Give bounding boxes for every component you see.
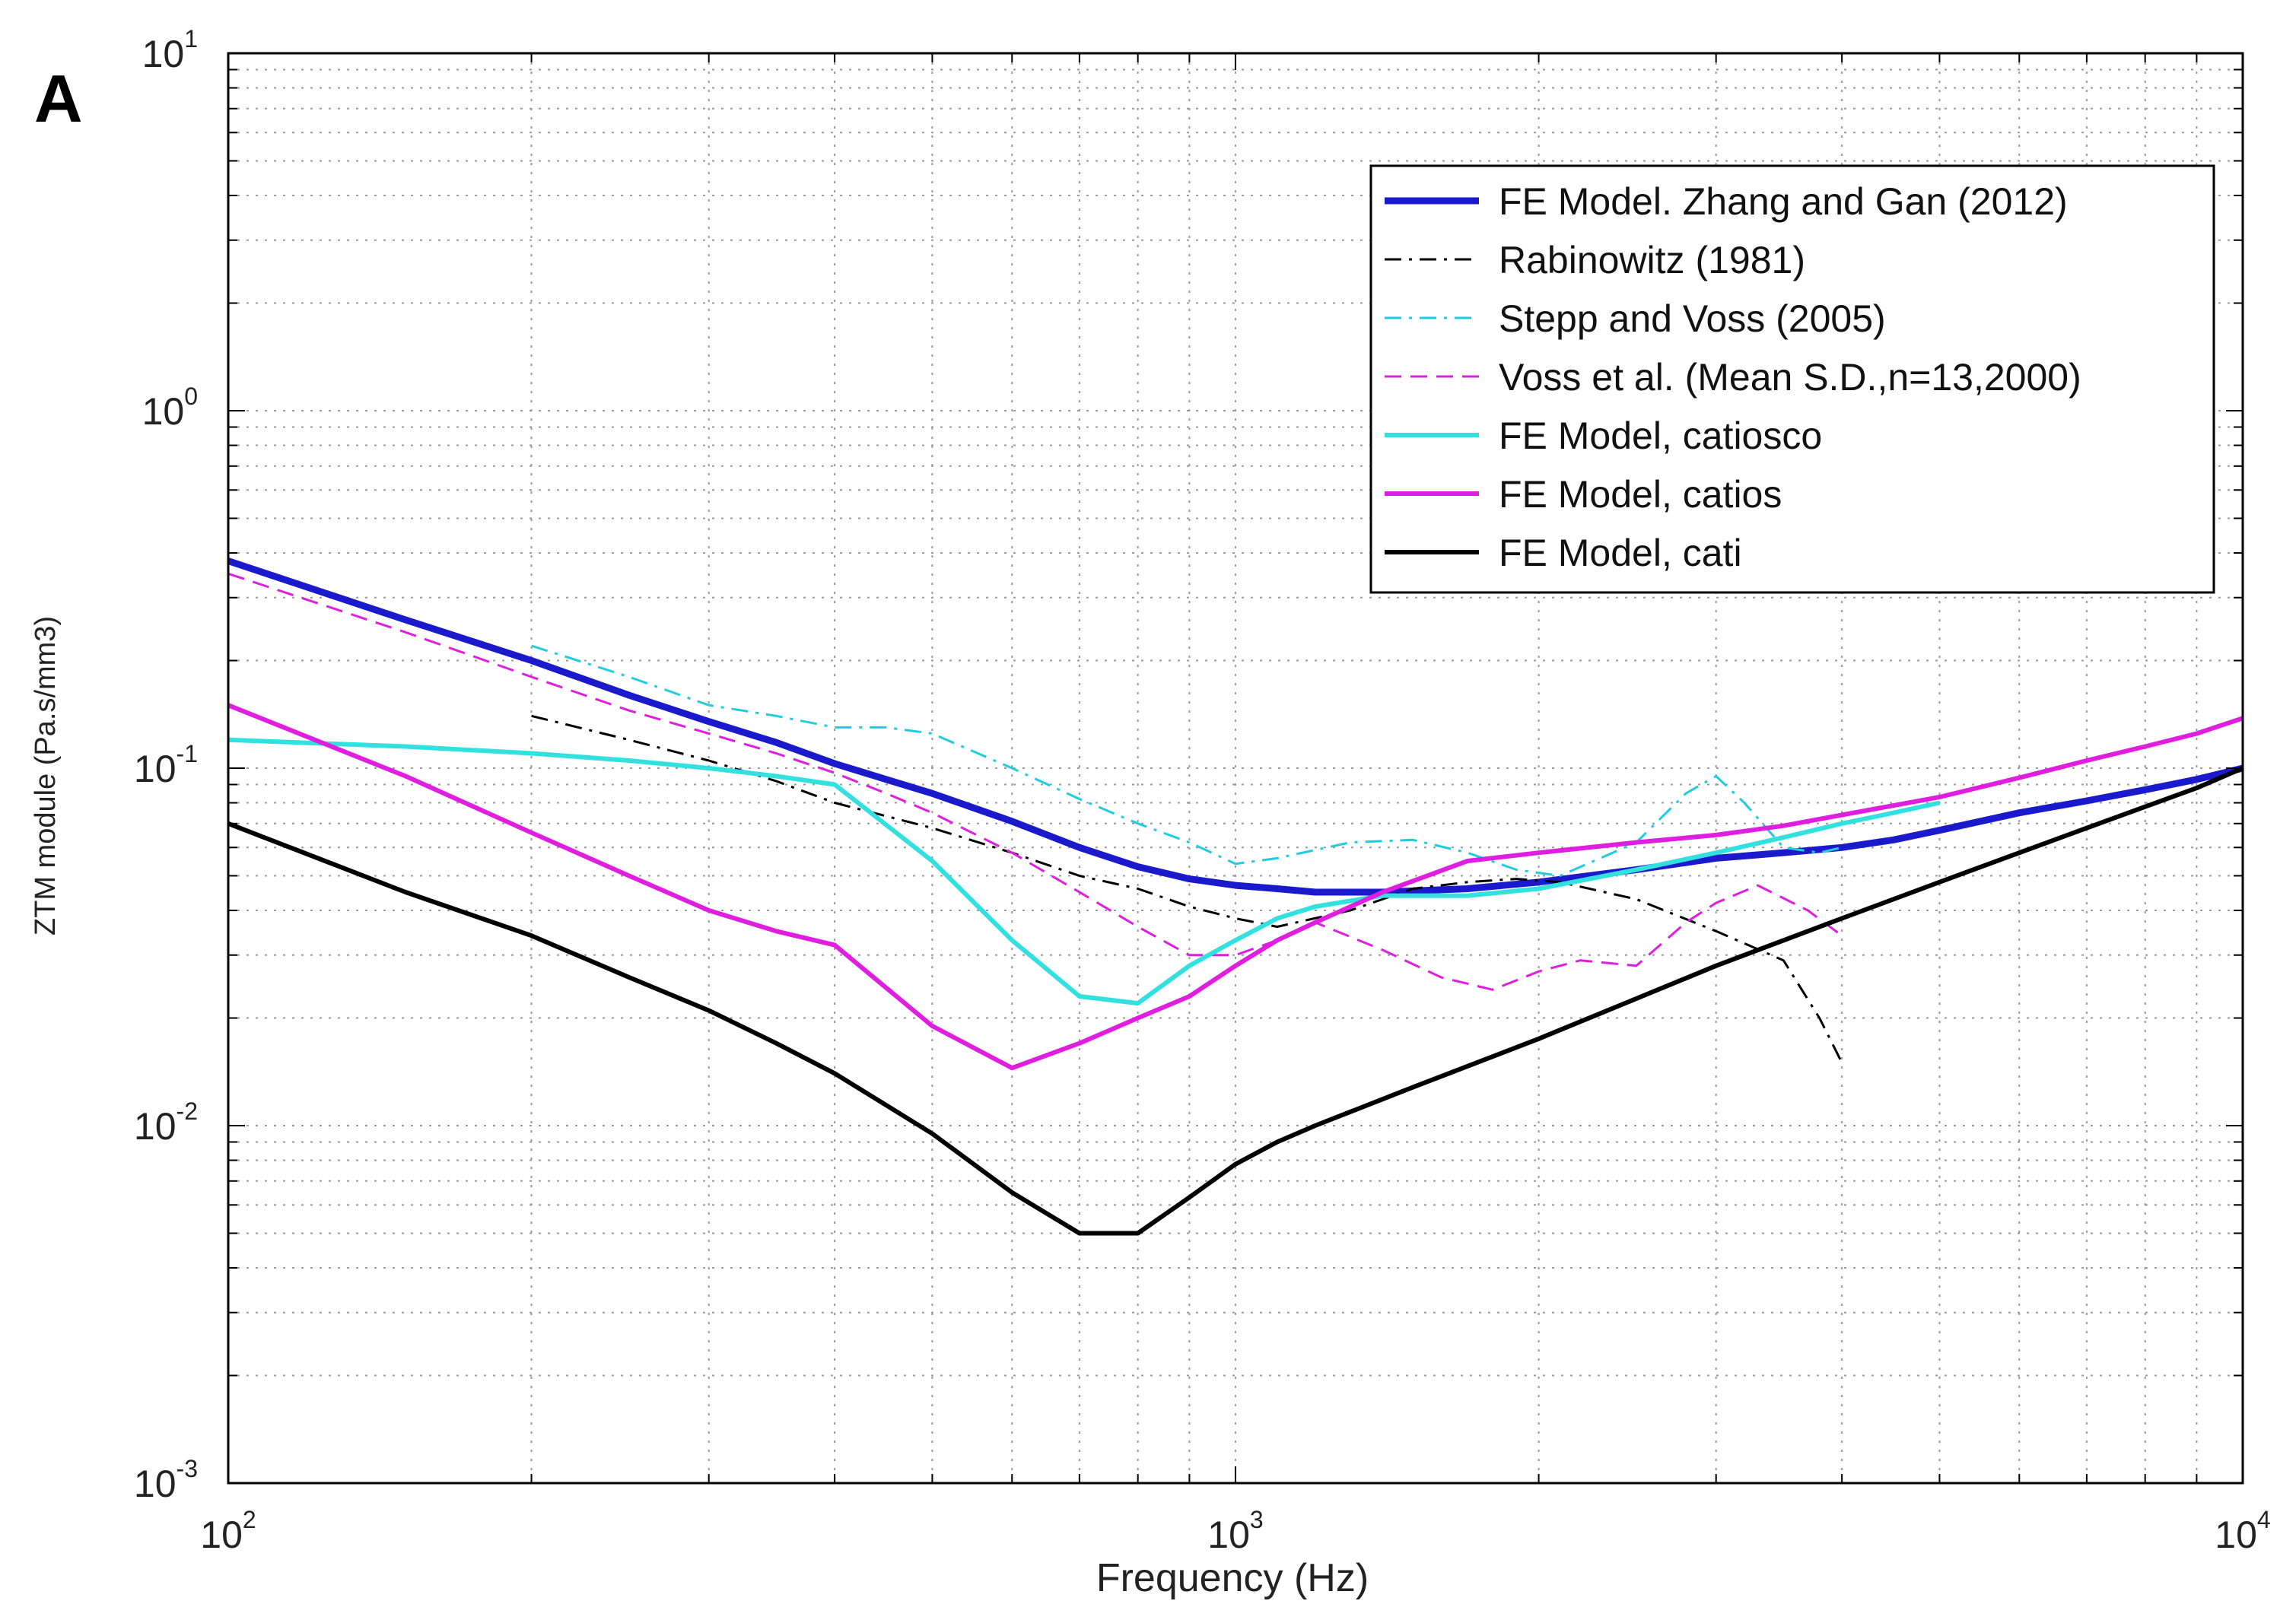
legend-box [1369,164,2215,594]
legend-label-7: FE Model, cati [1499,532,1742,574]
panel-label: A [34,61,83,136]
legend-label-1: FE Model. Zhang and Gan (2012) [1499,180,2068,223]
legend-label-6: FE Model, catios [1499,473,1782,516]
legend-label-2: Rabinowitz (1981) [1499,239,1805,281]
series-line-1 [227,557,2244,896]
legend-label-5: FE Model, catiosco [1499,415,1822,457]
series-line-2 [531,714,1843,1063]
series-line-5 [227,737,1941,1006]
legend-label-4: Voss et al. (Mean S.D.,n=13,2000) [1499,356,2081,399]
legend-label-3: Stepp and Voss (2005) [1499,297,1886,340]
y-tick-label: 10-3 [134,1455,198,1505]
series-layer [227,557,2244,1236]
legend: FE Model. Zhang and Gan (2012) Rabinowitz… [1369,164,2215,594]
series-line-7 [227,766,2244,1236]
series-line-6 [227,703,2244,1071]
series-line-4 [227,572,1843,991]
series-line-3 [531,644,1843,877]
x-axis-label: Frequency (Hz) [1096,1556,1369,1600]
y-axis-label: ZTM module (Pa.s/mm3) [30,616,62,935]
x-tick-label: 103 [1207,1506,1263,1556]
